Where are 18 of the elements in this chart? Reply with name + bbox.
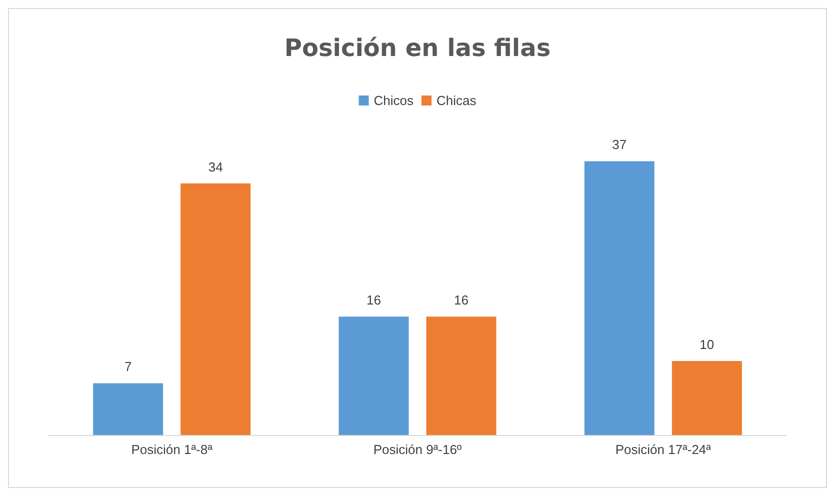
bar: [426, 316, 496, 435]
data-label: 10: [700, 337, 714, 352]
data-label: 16: [454, 292, 468, 308]
bar: [180, 183, 251, 435]
bar: [584, 161, 654, 435]
bar: [672, 361, 742, 435]
x-tick-label: Posición 1ª-8ª: [131, 442, 213, 457]
bar: [338, 316, 409, 435]
bar: [93, 383, 164, 435]
chart-title: Posición en las filas: [284, 34, 551, 62]
x-tick-label: Posición 17ª-24ª: [615, 442, 712, 457]
data-label: 37: [612, 137, 627, 152]
data-label: 7: [124, 359, 132, 374]
data-label: 16: [366, 292, 381, 308]
data-label: 34: [208, 159, 223, 174]
x-tick-label: Posición 9ª-16º: [373, 442, 462, 457]
legend-label: Chicos: [374, 93, 414, 108]
legend-label: Chicas: [436, 93, 477, 108]
